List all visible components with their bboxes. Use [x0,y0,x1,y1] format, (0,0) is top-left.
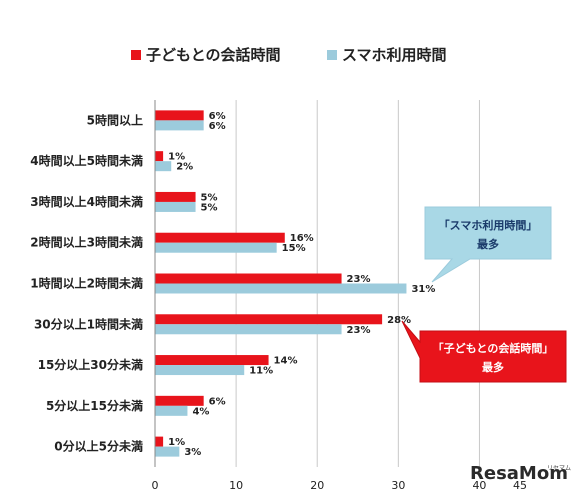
value-label-series-2: 2% [176,162,193,173]
x-tick-label: 45 [513,479,527,492]
bars [155,110,407,457]
value-label-series-1: 6% [209,111,226,122]
callout-smartphone: 「スマホ利用時間」 最多 [424,206,552,283]
watermark-small: リセマム [547,465,571,472]
value-label-series-2: 5% [201,202,218,213]
value-label-series-1: 6% [209,396,226,407]
x-tick-label: 40 [472,479,486,492]
value-label-series-1: 14% [274,356,298,367]
callout-conversation: 「子どもとの会話時間」 最多 [401,320,567,383]
value-label-series-2: 3% [184,447,201,458]
bar-series-1 [155,314,383,325]
bar-series-2 [155,120,204,131]
x-tick-label: 20 [310,479,324,492]
bar-series-2 [155,405,188,416]
watermark-logo: ResaMom [470,463,568,484]
bar-series-1 [155,191,196,202]
callout-smartphone-line2: 最多 [477,237,499,251]
category-label: 30分以上1時間未満 [34,316,143,331]
category-label: 3時間以上4時間未満 [30,194,143,209]
value-label-series-1: 23% [347,274,371,285]
x-tick-label: 30 [391,479,405,492]
category-label: 2時間以上3時間未満 [30,235,143,250]
callout-smartphone-shape [424,206,552,283]
bar-series-2 [155,201,196,212]
value-label-series-1: 16% [290,233,314,244]
category-label: 1時間以上2時間未満 [30,276,143,291]
bar-series-1 [155,273,342,284]
category-labels: 5時間以上 4時間以上5時間未満 3時間以上4時間未満 2時間以上3時間未満 1時間以上… [30,112,143,453]
callout-smartphone-line1: 「スマホ利用時間」 [439,218,538,232]
category-label: 4時間以上5時間未満 [30,153,143,168]
bar-series-2 [155,446,180,457]
legend-label-series-1: 子どもとの会話時間 [146,46,281,64]
bar-series-1 [155,232,285,243]
legend: 子どもとの会話時間 スマホ利用時間 [131,46,447,64]
bar-series-2 [155,324,342,335]
bar-series-1 [155,355,269,366]
callout-conversation-shape [401,320,567,383]
bar-series-1 [155,110,204,121]
callout-conversation-line2: 最多 [482,360,504,374]
bar-series-2 [155,161,172,172]
legend-label-series-2: スマホ利用時間 [342,46,447,64]
value-label-series-2: 6% [209,121,226,132]
bar-series-1 [155,395,204,406]
x-tick-label: 10 [229,479,243,492]
legend-swatch-series-1 [131,50,141,60]
bar-series-2 [155,283,407,294]
value-label-series-1: 28% [387,315,411,326]
bar-series-2 [155,242,277,253]
value-label-series-1: 1% [168,437,185,448]
category-label: 15分以上30分未満 [38,357,143,372]
bar-series-2 [155,365,245,376]
category-label: 5時間以上 [87,112,143,127]
bar-series-1 [155,151,164,162]
category-label: 0分以上5分未満 [54,439,143,454]
value-label-series-2: 4% [192,406,209,417]
value-label-series-2: 15% [282,243,306,254]
value-label-series-1: 5% [201,192,218,203]
value-label-series-2: 31% [411,284,435,295]
value-labels: 6%6%1%2%5%5%16%15%23%31%28%23%14%11%6%4%… [168,111,435,458]
x-tick-label: 0 [152,479,159,492]
x-axis-ticks: 0 10 20 30 40 45 [152,479,528,492]
value-label-series-2: 11% [249,366,273,377]
value-label-series-1: 1% [168,152,185,163]
callout-conversation-line1: 「子どもとの会話時間」 [433,341,554,355]
legend-swatch-series-2 [327,50,337,60]
category-label: 5分以上15分未満 [46,398,143,413]
value-label-series-2: 23% [347,325,371,336]
bar-series-1 [155,436,164,447]
watermark: ResaMom リセマム [470,463,571,484]
